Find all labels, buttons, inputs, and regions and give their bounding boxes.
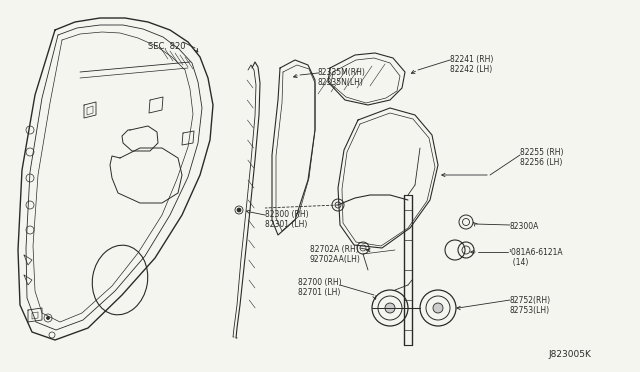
- Text: 82255 (RH)
82256 (LH): 82255 (RH) 82256 (LH): [520, 148, 563, 167]
- Circle shape: [237, 208, 241, 212]
- Text: 82700 (RH)
82701 (LH): 82700 (RH) 82701 (LH): [298, 278, 342, 297]
- Circle shape: [433, 303, 443, 313]
- Text: ¹081A6-6121A
  (14): ¹081A6-6121A (14): [508, 248, 563, 267]
- Text: 82241 (RH)
82242 (LH): 82241 (RH) 82242 (LH): [450, 55, 493, 74]
- Text: SEC. 820: SEC. 820: [148, 42, 186, 51]
- Text: 82300A: 82300A: [510, 222, 540, 231]
- Text: 82752(RH)
82753(LH): 82752(RH) 82753(LH): [510, 296, 551, 315]
- Text: 82702A (RH)
92702AA(LH): 82702A (RH) 92702AA(LH): [310, 245, 361, 264]
- Text: J823005K: J823005K: [548, 350, 591, 359]
- Circle shape: [47, 317, 49, 320]
- Text: 82335M(RH)
82335N(LH): 82335M(RH) 82335N(LH): [318, 68, 366, 87]
- Text: 82300 (RH)
82301 (LH): 82300 (RH) 82301 (LH): [265, 210, 308, 230]
- Circle shape: [385, 303, 395, 313]
